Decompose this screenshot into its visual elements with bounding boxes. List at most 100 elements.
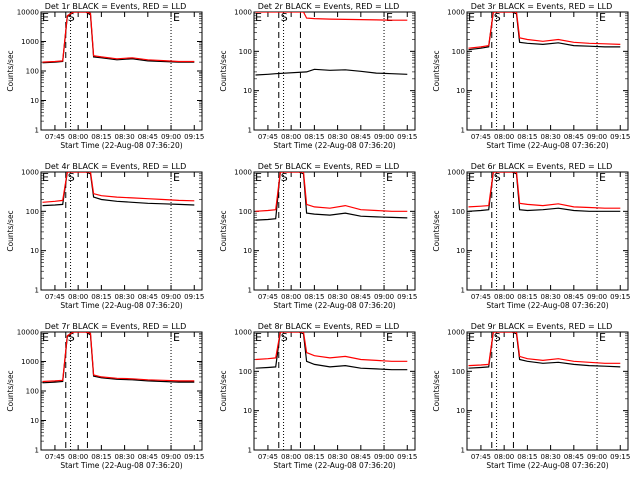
x-axis-label: Start Time (22-Aug-08 07:36:20)	[273, 461, 395, 470]
plot-frame	[40, 171, 203, 291]
x-tick-label: 08:00	[494, 293, 514, 301]
x-tick-label: 08:30	[115, 453, 135, 461]
x-axis-label: Start Time (22-Aug-08 07:36:20)	[486, 301, 608, 310]
panel-title: Det 3r BLACK = Events, RED = LLD	[471, 2, 613, 11]
y-tick-label: 1	[35, 287, 39, 295]
x-tick-label: 08:15	[517, 453, 537, 461]
x-tick-label: 08:30	[328, 133, 348, 141]
eclipse-marker-start: E	[255, 331, 262, 344]
x-tick-label: 08:30	[541, 453, 561, 461]
panel-title: Det 4r BLACK = Events, RED = LLD	[45, 162, 187, 171]
y-axis-label: Counts/sec	[432, 210, 441, 251]
eclipse-marker-end: E	[173, 331, 180, 344]
x-tick-label: 09:00	[587, 453, 607, 461]
saa-marker: S	[281, 331, 288, 344]
eclipse-marker-end: E	[173, 171, 180, 184]
eclipse-marker-end: E	[599, 331, 606, 344]
panel-title: Det 1r BLACK = Events, RED = LLD	[45, 2, 187, 11]
y-tick-label: 100	[239, 48, 252, 56]
y-axis-label: Counts/sec	[219, 370, 228, 411]
saa-marker: S	[494, 11, 501, 24]
panel-title: Det 7r BLACK = Events, RED = LLD	[45, 322, 187, 331]
x-tick-label: 07:45	[45, 133, 65, 141]
series-lld	[468, 12, 621, 49]
detector-panel-4: Det 4r BLACK = Events, RED = LLD 1 10 100 10…	[6, 162, 204, 310]
detector-panel-3: Det 3r BLACK = Events, RED = LLD 1 10 100 10…	[432, 2, 630, 150]
y-tick-label: 10000	[17, 9, 39, 17]
series-group	[42, 332, 195, 384]
x-tick-label: 07:45	[258, 133, 278, 141]
x-tick-label: 09:15	[184, 453, 204, 461]
x-tick-label: 08:45	[351, 293, 371, 301]
x-tick-label: 08:00	[281, 293, 301, 301]
series-lld	[255, 12, 408, 21]
x-tick-label: 08:00	[68, 453, 88, 461]
eclipse-marker-start: E	[255, 171, 262, 184]
x-tick-label: 08:00	[494, 453, 514, 461]
x-axis-label: Start Time (22-Aug-08 07:36:20)	[60, 301, 182, 310]
y-tick-label: 1	[461, 127, 465, 135]
y-tick-label: 10	[243, 407, 252, 415]
eclipse-marker-start: E	[468, 171, 475, 184]
eclipse-marker-end: E	[599, 11, 606, 24]
x-tick-label: 08:45	[564, 293, 584, 301]
x-tick-label: 08:15	[91, 133, 111, 141]
x-axis-label: Start Time (22-Aug-08 07:36:20)	[486, 141, 608, 150]
x-tick-label: 08:15	[304, 133, 324, 141]
eclipse-marker-end: E	[386, 171, 393, 184]
plot-frame	[253, 171, 416, 291]
y-tick-label: 100	[239, 208, 252, 216]
eclipse-marker-start: E	[42, 331, 49, 344]
y-tick-label: 100	[26, 68, 39, 76]
x-axis-label: Start Time (22-Aug-08 07:36:20)	[273, 141, 395, 150]
series-lld	[42, 12, 195, 63]
x-tick-label: 08:30	[115, 293, 135, 301]
x-tick-label: 08:30	[541, 293, 561, 301]
y-axis-label: Counts/sec	[6, 210, 15, 251]
x-tick-label: 09:15	[184, 133, 204, 141]
y-tick-label: 100	[452, 368, 465, 376]
y-tick-label: 100	[26, 388, 39, 396]
x-tick-label: 08:45	[564, 453, 584, 461]
eclipse-marker-end: E	[173, 11, 180, 24]
series-group	[468, 172, 621, 212]
series-lld	[255, 332, 408, 362]
y-tick-label: 1000	[21, 358, 39, 366]
x-tick-label: 08:00	[281, 133, 301, 141]
detector-panel-2: Det 2r BLACK = Events, RED = LLD 1 10 100 10…	[219, 2, 417, 150]
x-tick-label: 07:45	[258, 293, 278, 301]
eclipse-marker-end: E	[599, 171, 606, 184]
x-tick-label: 07:45	[471, 293, 491, 301]
detector-panel-6: Det 6r BLACK = Events, RED = LLD 1 10 100 10…	[432, 162, 630, 310]
x-tick-label: 08:15	[517, 133, 537, 141]
x-tick-label: 07:45	[45, 453, 65, 461]
detector-panel-5: Det 5r BLACK = Events, RED = LLD 1 10 100 10…	[219, 162, 417, 310]
eclipse-marker-start: E	[42, 171, 49, 184]
eclipse-marker-start: E	[468, 331, 475, 344]
saa-marker: S	[68, 331, 75, 344]
y-tick-label: 10	[30, 417, 39, 425]
x-tick-label: 09:00	[161, 133, 181, 141]
series-group	[255, 12, 408, 76]
y-tick-label: 1000	[447, 329, 465, 337]
y-tick-label: 10	[243, 247, 252, 255]
x-tick-label: 08:15	[91, 453, 111, 461]
x-tick-label: 09:00	[374, 293, 394, 301]
y-tick-label: 1	[248, 127, 252, 135]
series-group	[468, 12, 621, 51]
y-axis-label: Counts/sec	[6, 50, 15, 91]
y-tick-label: 1000	[447, 169, 465, 177]
y-axis-label: Counts/sec	[219, 210, 228, 251]
plot-frame	[253, 331, 416, 451]
series-lld	[468, 332, 621, 367]
x-tick-label: 08:45	[138, 293, 158, 301]
saa-marker: S	[494, 331, 501, 344]
y-tick-label: 1000	[234, 169, 252, 177]
eclipse-marker-end: E	[386, 331, 393, 344]
y-tick-label: 1	[461, 447, 465, 455]
x-tick-label: 09:15	[184, 293, 204, 301]
y-axis-label: Counts/sec	[6, 370, 15, 411]
x-tick-label: 08:45	[351, 133, 371, 141]
series-lld	[468, 172, 621, 209]
x-tick-label: 07:45	[258, 453, 278, 461]
